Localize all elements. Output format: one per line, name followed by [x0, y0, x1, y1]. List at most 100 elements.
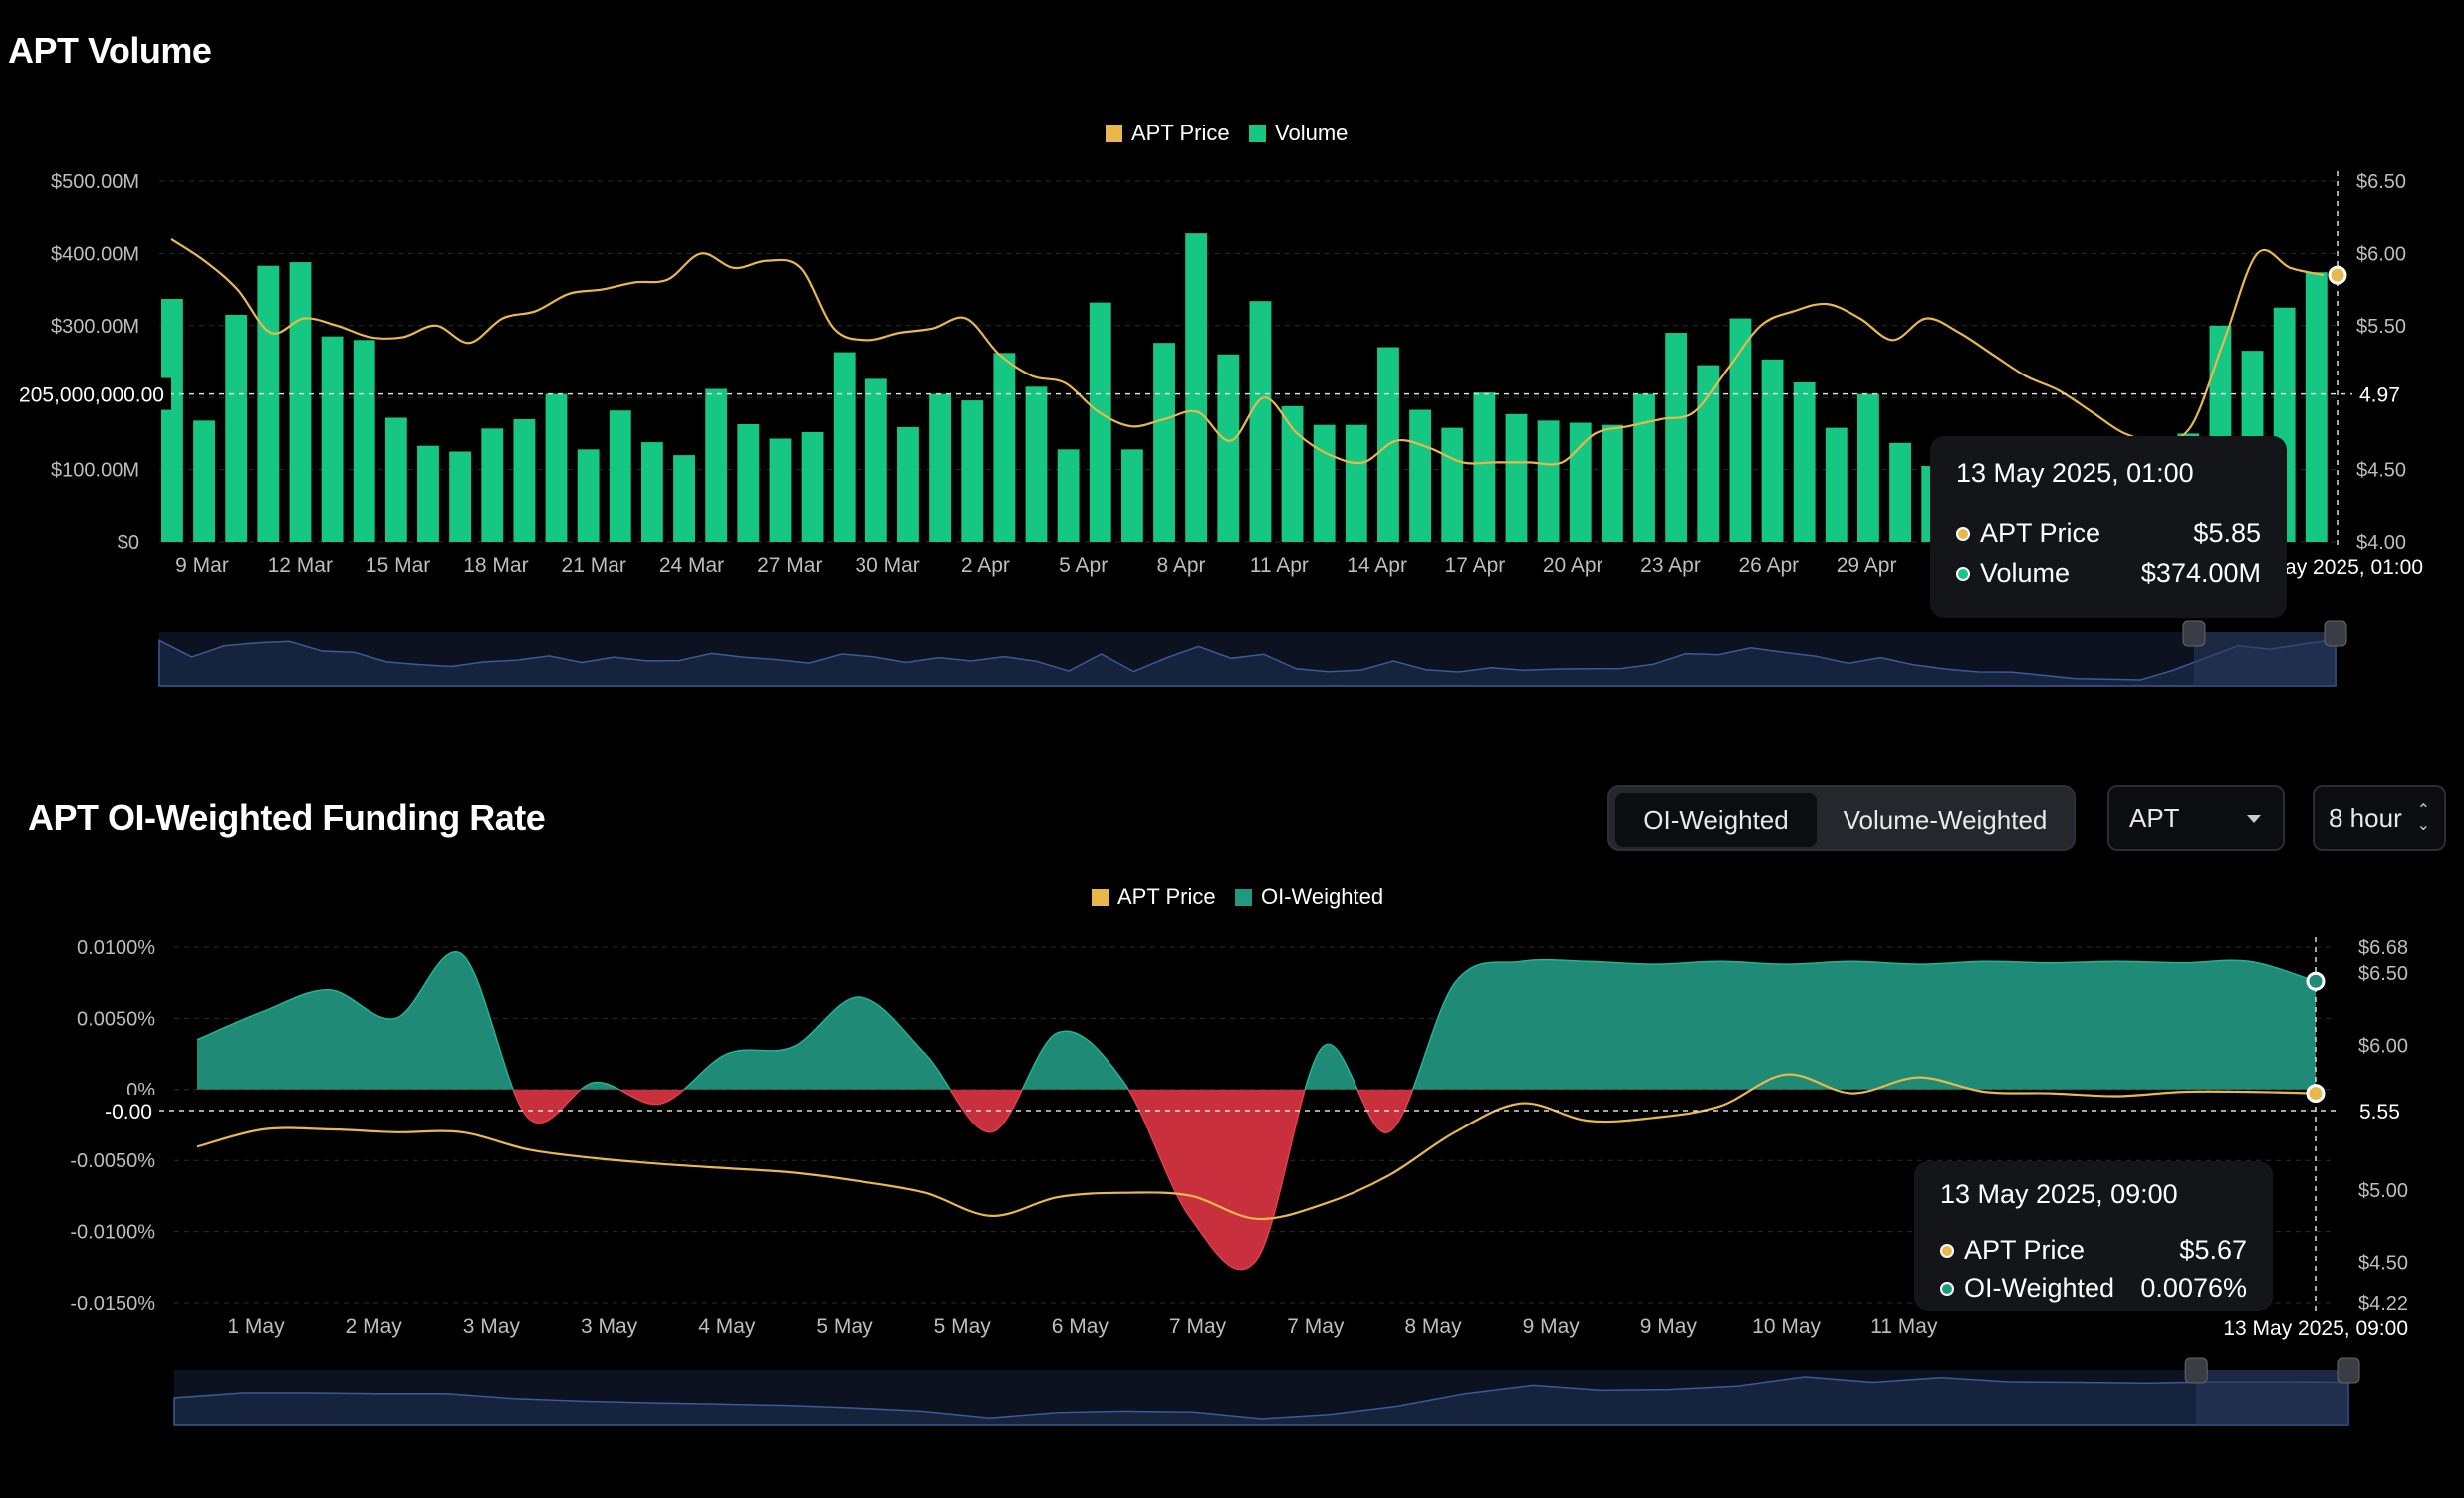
volume-bar[interactable]: [1249, 301, 1272, 542]
y-right-tick-label: $5.00: [2358, 1180, 2408, 1202]
volume-bar[interactable]: [289, 262, 312, 542]
volume-bar[interactable]: [1537, 420, 1560, 542]
volume-bar[interactable]: [1345, 424, 1367, 542]
crosshair-x-label: 13 May 2025, 09:00: [2223, 1317, 2408, 1340]
x-tick-label: 29 Apr: [1837, 554, 1897, 577]
x-tick-label: 5 May: [816, 1315, 873, 1338]
volume-bar[interactable]: [321, 336, 344, 542]
volume-bar[interactable]: [1697, 365, 1720, 542]
volume-bar[interactable]: [1825, 427, 1848, 542]
volume-bar[interactable]: [1281, 405, 1304, 542]
volume-bar[interactable]: [993, 353, 1016, 542]
volume-bar[interactable]: [673, 455, 695, 542]
x-tick-label: 30 Mar: [855, 554, 919, 577]
volume-bar[interactable]: [225, 314, 248, 542]
volume-bar[interactable]: [1153, 343, 1175, 542]
volume-bar[interactable]: [1120, 449, 1143, 542]
rate-marker: [2306, 971, 2326, 991]
volume-bar[interactable]: [1473, 392, 1496, 542]
volume-bar[interactable]: [1889, 442, 1911, 542]
legend-price-label[interactable]: APT Price: [1117, 884, 1216, 909]
period-select[interactable]: 8 hour ⌃ ⌄: [2313, 785, 2446, 851]
volume-bar[interactable]: [1505, 413, 1528, 542]
legend-oi-swatch[interactable]: [1235, 889, 1252, 906]
volume-weighted-button[interactable]: Volume-Weighted: [1843, 805, 2048, 835]
crosshair-right-label: 4.97: [2359, 384, 2400, 407]
volume-bar[interactable]: [1057, 449, 1080, 542]
volume-bar[interactable]: [193, 420, 215, 542]
volume-bar[interactable]: [1089, 302, 1111, 542]
volume-bar[interactable]: [1313, 424, 1336, 542]
legend-oi-label[interactable]: OI-Weighted: [1261, 884, 1383, 909]
volume-bar[interactable]: [640, 442, 663, 542]
x-tick-label: 20 Apr: [1543, 554, 1603, 577]
volume-bar[interactable]: [1857, 393, 1879, 542]
y-right-tick-label: $4.50: [2358, 1252, 2408, 1274]
volume-bar[interactable]: [161, 299, 183, 542]
navigator-selection[interactable]: [2193, 632, 2336, 686]
volume-bar[interactable]: [417, 445, 439, 542]
volume-bar[interactable]: [705, 388, 728, 542]
price-marker: [2306, 1084, 2326, 1104]
x-tick-label: 2 Apr: [961, 554, 1010, 577]
y-right-tick-label: $6.68: [2358, 937, 2408, 959]
volume-legend: APT Price Volume: [1106, 121, 1348, 145]
volume-bar[interactable]: [1185, 233, 1208, 543]
volume-bar[interactable]: [449, 451, 472, 543]
volume-bar[interactable]: [961, 400, 984, 542]
x-tick-label: 12 Mar: [268, 554, 333, 577]
legend-price-swatch[interactable]: [1106, 125, 1122, 142]
volume-bar[interactable]: [545, 393, 568, 542]
volume-bar[interactable]: [609, 410, 631, 542]
x-tick-label: 7 May: [1287, 1315, 1345, 1338]
y-right-tick-label: $6.50: [2356, 171, 2406, 193]
volume-bar[interactable]: [1793, 381, 1816, 542]
y-right-tick-label: $5.50: [2356, 316, 2406, 338]
volume-bar[interactable]: [1665, 333, 1688, 542]
legend-price-swatch[interactable]: [1092, 889, 1109, 906]
legend-volume-label[interactable]: Volume: [1275, 121, 1348, 145]
navigator-handle-left[interactable]: [2184, 1357, 2208, 1384]
y-right-tick-label: $6.00: [2358, 1036, 2408, 1058]
navigator-handle-left[interactable]: [2182, 620, 2206, 647]
volume-bar[interactable]: [1729, 318, 1752, 542]
y-right-tick-label: $4.50: [2356, 460, 2406, 482]
volume-bar[interactable]: [1569, 422, 1592, 542]
volume-bar[interactable]: [1025, 386, 1048, 542]
volume-bar[interactable]: [769, 438, 792, 542]
volume-bar[interactable]: [897, 426, 919, 542]
navigator-handle-right[interactable]: [2324, 620, 2347, 647]
tooltip-price-value: $5.67: [2179, 1235, 2247, 1265]
rate-dot-icon: [1940, 1282, 1954, 1296]
volume-bar[interactable]: [1441, 427, 1464, 542]
volume-bar[interactable]: [2305, 272, 2328, 542]
crosshair-y-label: -0.00: [105, 1101, 152, 1124]
navigator-selection[interactable]: [2196, 1370, 2348, 1425]
x-tick-label: 10 May: [1752, 1315, 1821, 1338]
navigator-handle-right[interactable]: [2337, 1357, 2360, 1384]
volume-bar[interactable]: [1409, 409, 1432, 542]
volume-bar[interactable]: [513, 418, 536, 542]
volume-bar[interactable]: [1601, 424, 1623, 542]
volume-bar[interactable]: [353, 340, 375, 542]
coin-select[interactable]: APT: [2107, 785, 2285, 851]
volume-bar[interactable]: [577, 449, 600, 542]
volume-bar[interactable]: [1633, 393, 1655, 542]
legend-price-label[interactable]: APT Price: [1131, 121, 1230, 145]
volume-bar[interactable]: [833, 352, 856, 542]
volume-bar[interactable]: [1217, 354, 1240, 542]
volume-bar[interactable]: [1761, 359, 1784, 542]
volume-bar[interactable]: [257, 265, 280, 542]
volume-bar[interactable]: [481, 428, 504, 542]
volume-bar[interactable]: [929, 393, 952, 542]
volume-bar[interactable]: [737, 423, 760, 542]
funding-area-negative: [513, 1089, 1413, 1270]
legend-volume-swatch[interactable]: [1249, 125, 1266, 142]
y-right-tick-label: $6.00: [2356, 243, 2406, 265]
volume-bar[interactable]: [864, 378, 887, 542]
volume-bar[interactable]: [384, 417, 407, 542]
y-right-tick-label: $4.00: [2356, 532, 2406, 554]
volume-bar[interactable]: [801, 431, 824, 542]
y-left-tick-label: -0.0100%: [70, 1222, 155, 1244]
oi-weighted-button[interactable]: OI-Weighted: [1615, 793, 1817, 847]
